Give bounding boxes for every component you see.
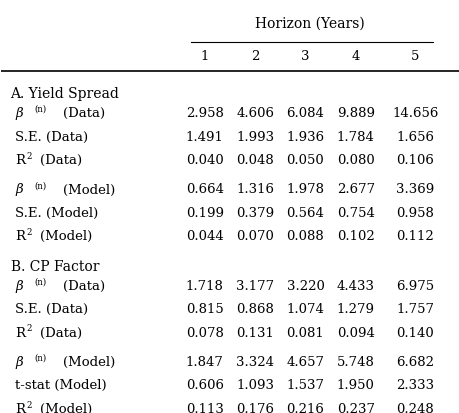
Text: 1.656: 1.656 — [395, 131, 433, 144]
Text: 2: 2 — [251, 50, 259, 63]
Text: 0.113: 0.113 — [185, 403, 224, 413]
Text: R: R — [15, 230, 25, 243]
Text: 1.847: 1.847 — [185, 356, 224, 369]
Text: 3.324: 3.324 — [235, 356, 274, 369]
Text: 0.094: 0.094 — [336, 327, 374, 339]
Text: 0.606: 0.606 — [185, 380, 224, 392]
Text: 0.048: 0.048 — [236, 154, 274, 167]
Text: 0.664: 0.664 — [185, 183, 224, 197]
Text: 6.084: 6.084 — [286, 107, 324, 120]
Text: 0.080: 0.080 — [336, 154, 374, 167]
Text: (Model): (Model) — [40, 230, 92, 243]
Text: (Data): (Data) — [40, 154, 82, 167]
Text: 4.606: 4.606 — [235, 107, 274, 120]
Text: S.E. (Data): S.E. (Data) — [15, 303, 88, 316]
Text: 1.279: 1.279 — [336, 303, 374, 316]
Text: 2: 2 — [27, 401, 32, 410]
Text: 0.081: 0.081 — [286, 327, 324, 339]
Text: 0.237: 0.237 — [336, 403, 374, 413]
Text: 0.106: 0.106 — [395, 154, 433, 167]
Text: (n): (n) — [34, 278, 46, 287]
Text: 0.216: 0.216 — [286, 403, 324, 413]
Text: 2.958: 2.958 — [185, 107, 224, 120]
Text: 0.199: 0.199 — [185, 207, 224, 220]
Text: 1.757: 1.757 — [395, 303, 433, 316]
Text: 1.718: 1.718 — [185, 280, 224, 293]
Text: 6.682: 6.682 — [395, 356, 433, 369]
Text: 0.754: 0.754 — [336, 207, 374, 220]
Text: 1: 1 — [200, 50, 208, 63]
Text: 3.177: 3.177 — [235, 280, 274, 293]
Text: 0.379: 0.379 — [235, 207, 274, 220]
Text: 0.102: 0.102 — [336, 230, 374, 243]
Text: 5: 5 — [410, 50, 419, 63]
Text: 2: 2 — [27, 228, 32, 237]
Text: 6.975: 6.975 — [395, 280, 433, 293]
Text: 1.784: 1.784 — [336, 131, 374, 144]
Text: 14.656: 14.656 — [391, 107, 437, 120]
Text: 4.433: 4.433 — [336, 280, 374, 293]
Text: 1.537: 1.537 — [286, 380, 324, 392]
Text: 3: 3 — [301, 50, 309, 63]
Text: 0.868: 0.868 — [235, 303, 274, 316]
Text: 4.657: 4.657 — [286, 356, 324, 369]
Text: 1.936: 1.936 — [286, 131, 324, 144]
Text: 2: 2 — [27, 152, 32, 161]
Text: 1.950: 1.950 — [336, 380, 374, 392]
Text: β: β — [15, 356, 22, 369]
Text: (Data): (Data) — [40, 327, 82, 339]
Text: (Data): (Data) — [63, 107, 105, 120]
Text: 0.140: 0.140 — [396, 327, 433, 339]
Text: 2.677: 2.677 — [336, 183, 374, 197]
Text: 0.040: 0.040 — [185, 154, 223, 167]
Text: t-stat (Model): t-stat (Model) — [15, 380, 106, 392]
Text: 9.889: 9.889 — [336, 107, 374, 120]
Text: S.E. (Data): S.E. (Data) — [15, 131, 88, 144]
Text: (Model): (Model) — [63, 183, 115, 197]
Text: 0.176: 0.176 — [235, 403, 274, 413]
Text: 0.958: 0.958 — [395, 207, 433, 220]
Text: A. Yield Spread: A. Yield Spread — [11, 87, 119, 101]
Text: (n): (n) — [34, 354, 46, 363]
Text: 0.070: 0.070 — [235, 230, 274, 243]
Text: 0.044: 0.044 — [185, 230, 223, 243]
Text: R: R — [15, 154, 25, 167]
Text: 0.815: 0.815 — [185, 303, 223, 316]
Text: (Model): (Model) — [63, 356, 115, 369]
Text: 1.316: 1.316 — [235, 183, 274, 197]
Text: 4: 4 — [351, 50, 359, 63]
Text: 0.088: 0.088 — [286, 230, 324, 243]
Text: (Data): (Data) — [63, 280, 105, 293]
Text: B. CP Factor: B. CP Factor — [11, 260, 99, 274]
Text: 1.491: 1.491 — [185, 131, 224, 144]
Text: β: β — [15, 280, 22, 293]
Text: 2: 2 — [27, 324, 32, 333]
Text: R: R — [15, 327, 25, 339]
Text: 5.748: 5.748 — [336, 356, 374, 369]
Text: 0.078: 0.078 — [185, 327, 224, 339]
Text: 0.248: 0.248 — [396, 403, 433, 413]
Text: 0.131: 0.131 — [235, 327, 274, 339]
Text: Horizon (Years): Horizon (Years) — [255, 16, 364, 30]
Text: 3.369: 3.369 — [395, 183, 433, 197]
Text: (Model): (Model) — [40, 403, 92, 413]
Text: 0.112: 0.112 — [396, 230, 433, 243]
Text: (n): (n) — [34, 181, 46, 190]
Text: 2.333: 2.333 — [395, 380, 433, 392]
Text: S.E. (Model): S.E. (Model) — [15, 207, 98, 220]
Text: 1.978: 1.978 — [286, 183, 324, 197]
Text: 1.993: 1.993 — [235, 131, 274, 144]
Text: 3.220: 3.220 — [286, 280, 324, 293]
Text: R: R — [15, 403, 25, 413]
Text: (n): (n) — [34, 105, 46, 114]
Text: β: β — [15, 107, 22, 120]
Text: 1.074: 1.074 — [286, 303, 324, 316]
Text: 0.564: 0.564 — [286, 207, 324, 220]
Text: 1.093: 1.093 — [235, 380, 274, 392]
Text: β: β — [15, 183, 22, 197]
Text: 0.050: 0.050 — [286, 154, 324, 167]
